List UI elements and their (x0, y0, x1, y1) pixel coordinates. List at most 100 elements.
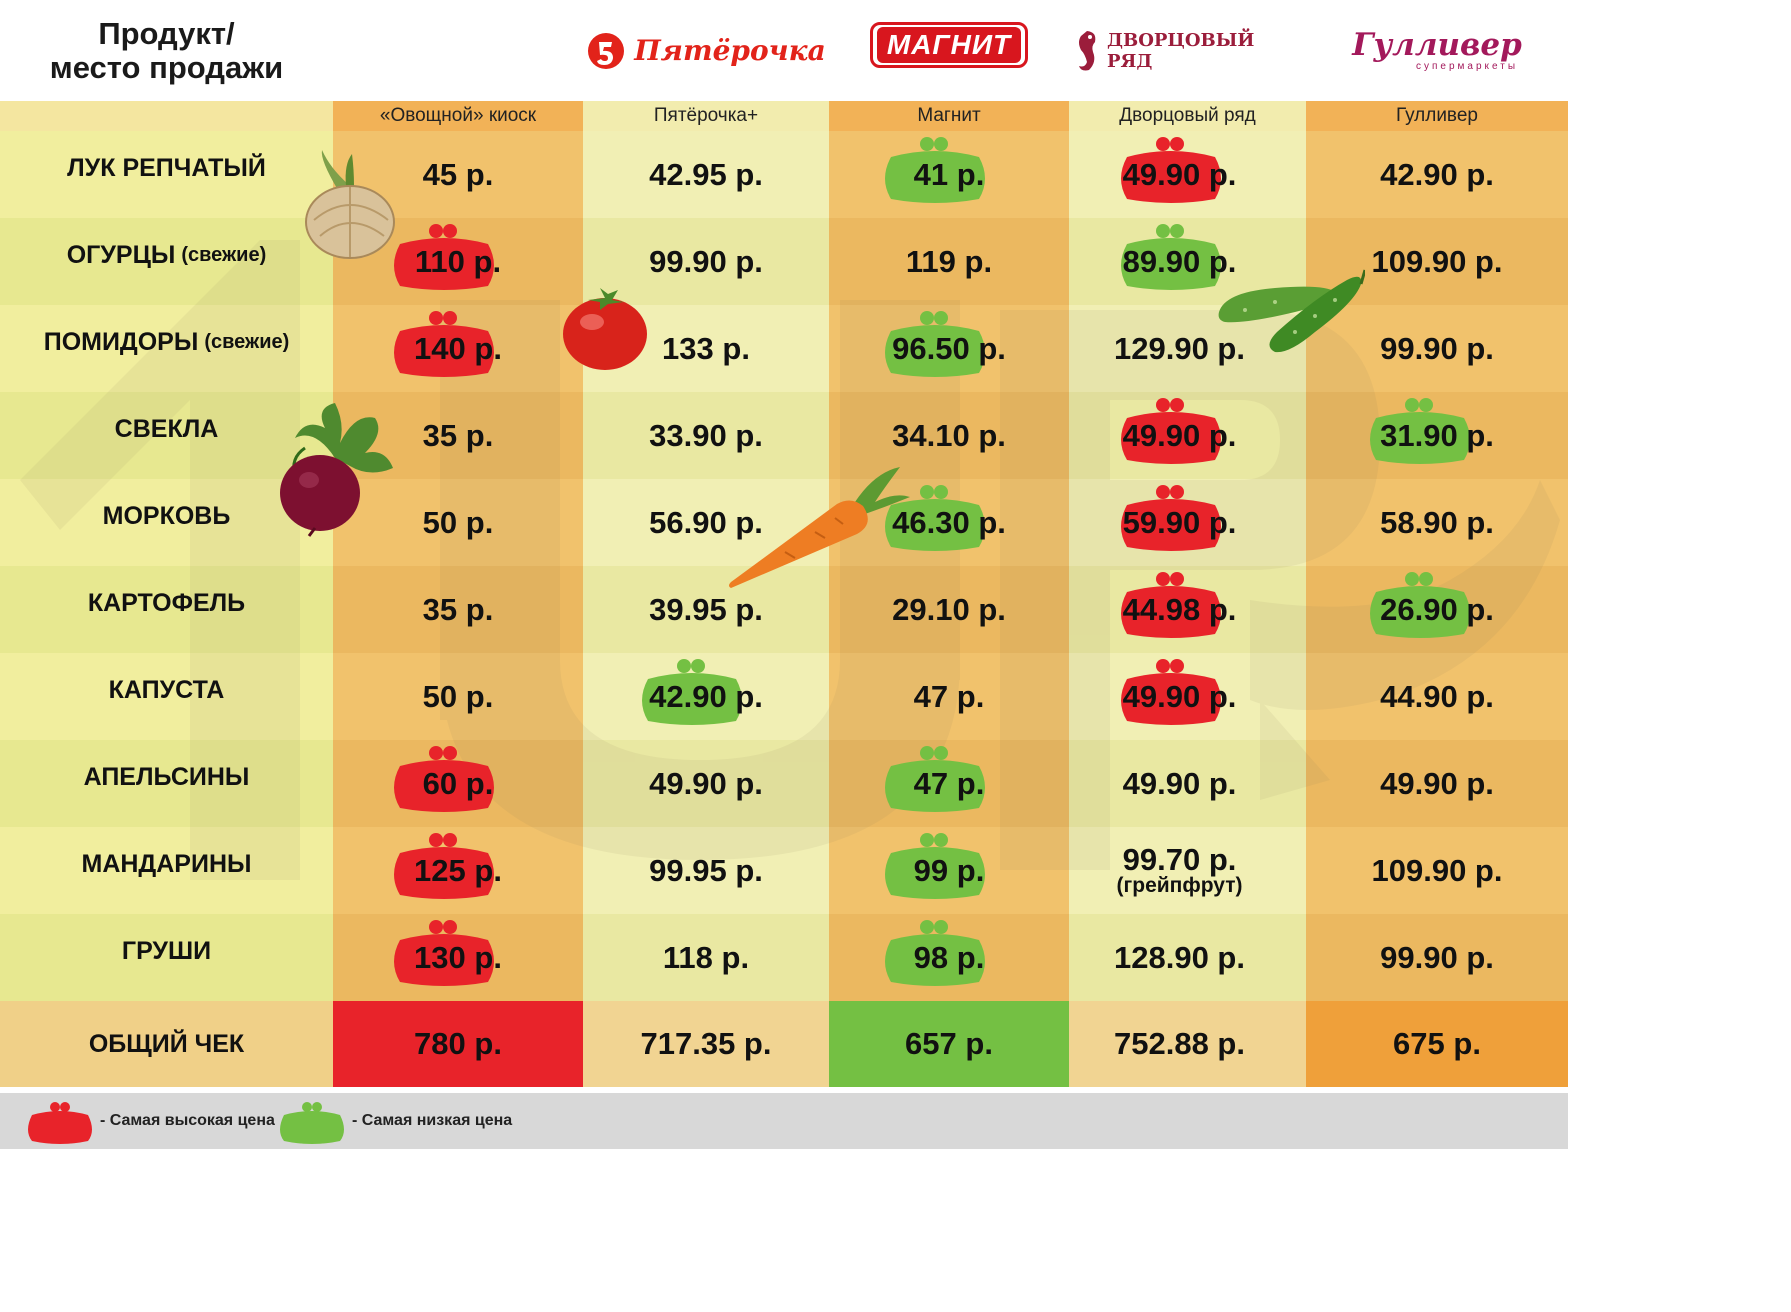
total-price: 657 р. (905, 1026, 993, 1061)
store-header-1: Пятёрочка+ (583, 101, 829, 131)
product-name: КАРТОФЕЛЬ (87, 589, 246, 617)
total-label: ОБЩИЙ ЧЕК (88, 1029, 245, 1058)
purse-high-icon (394, 833, 494, 899)
purse-low-icon (885, 485, 985, 551)
price-value: 110 р. (414, 243, 502, 279)
price-cell: 96.50 р. (829, 305, 1069, 392)
price-value: 60 р. (422, 765, 494, 801)
price-cell: 140 р. (333, 305, 583, 392)
price-value: 118 р. (662, 939, 750, 975)
row-label-bg (0, 479, 333, 566)
price-value: 47 р. (913, 765, 985, 801)
purse-low-icon (885, 137, 985, 203)
purse-icon-high (28, 1102, 92, 1144)
price-cell: 89.90 р. (1069, 218, 1290, 305)
logo-magnit: МАГНИТ (829, 0, 1069, 95)
cell-bg (1306, 305, 1568, 392)
purse-icon-low (280, 1102, 344, 1144)
price-value: 49.90 р. (649, 765, 763, 801)
gulliver-logo-text: Гулливер (1352, 27, 1522, 63)
product-name: АПЕЛЬСИНЫ (83, 763, 250, 791)
cell-bg (333, 479, 583, 566)
price-value: 49.90 р. (1122, 417, 1237, 453)
legend-high-label: - Самая высокая цена (100, 1112, 275, 1129)
cell-bg (583, 131, 829, 218)
purse-low-icon (885, 920, 985, 986)
purse-high-icon (1121, 572, 1221, 638)
row-label-bg (0, 305, 333, 392)
product-label: КАРТОФЕЛЬ (0, 566, 333, 641)
price-value: 42.95 р. (649, 156, 763, 192)
cell-bg (583, 566, 829, 653)
cell-bg (333, 566, 583, 653)
price-cell: 46.30 р. (829, 479, 1069, 566)
price-value: 109.90 р. (1371, 852, 1503, 888)
purse-high-icon (394, 920, 494, 986)
product-label: КАПУСТА (0, 653, 333, 728)
price-value: 109.90 р. (1371, 243, 1503, 279)
price-cell: 99.95 р. (583, 827, 829, 914)
pyaterochka-logo-icon (588, 32, 625, 69)
cell-bg (583, 392, 829, 479)
row-label-bg (0, 740, 333, 827)
price-value: 35 р. (422, 591, 494, 627)
price-cell: 47 р. (829, 653, 1069, 740)
cell-bg (1306, 479, 1568, 566)
price-cell: 33.90 р. (583, 392, 829, 479)
price-value: 59.90 р. (1122, 504, 1237, 540)
product-label: МАНДАРИНЫ (0, 827, 333, 902)
product-label: МОРКОВЬ (0, 479, 333, 554)
purse-high-icon (1121, 137, 1221, 203)
purse-low-icon (1121, 224, 1221, 290)
cell-bg (829, 392, 1069, 479)
price-cell: 50 р. (333, 653, 583, 740)
price-value: 46.30 р. (892, 504, 1006, 540)
cell-bg (829, 566, 1069, 653)
price-value: 56.90 р. (649, 504, 763, 540)
cell-bg (1069, 914, 1306, 1001)
price-cell: 49.90 р. (1069, 740, 1290, 827)
price-value: 44.90 р. (1380, 678, 1494, 714)
price-note: (грейпфрут) (1116, 873, 1243, 897)
beet-icon (280, 403, 393, 537)
row-label-bg (0, 218, 333, 305)
price-value: 99.90 р. (1380, 330, 1494, 366)
cell-bg (1306, 914, 1568, 1001)
row-label-bg (0, 131, 333, 218)
price-cell: 110 р. (333, 218, 583, 305)
total-cell-bg (333, 1001, 583, 1087)
product-name: ЛУК РЕПЧАТЫЙ (67, 154, 266, 182)
price-cell: 49.90 р. (1069, 131, 1290, 218)
legend-low-label: - Самая низкая цена (352, 1112, 513, 1129)
price-cell: 34.10 р. (829, 392, 1069, 479)
price-cell: 39.95 р. (583, 566, 829, 653)
price-value: 29.10 р. (892, 591, 1006, 627)
cell-bg (1069, 827, 1306, 914)
total-price: 780 р. (414, 1026, 502, 1061)
price-cell: 109.90 р. (1306, 218, 1568, 305)
price-value: 96.50 р. (892, 330, 1006, 366)
store-header-4: Гулливер (1306, 101, 1568, 131)
purse-high-icon (1121, 485, 1221, 551)
onion-icon (305, 150, 395, 259)
tomato-icon (563, 288, 647, 370)
purse-low-icon (885, 746, 985, 812)
price-cell: 45 р. (333, 131, 583, 218)
price-cell: 42.90 р. (1306, 131, 1568, 218)
price-cell: 26.90 р. (1306, 566, 1568, 653)
title-line-1: Продукт/ (98, 15, 235, 51)
product-label: СВЕКЛА (0, 392, 333, 467)
logo-dvortsovy-ryad: ДВОРЦОВЫЙ РЯД (1069, 0, 1306, 101)
product-name: МОРКОВЬ (102, 502, 231, 530)
row-label-bg (0, 827, 333, 914)
product-name: ГРУШИ (121, 937, 212, 965)
price-cell: 42.90 р. (583, 653, 829, 740)
purse-low-icon (642, 659, 742, 725)
purse-high-icon (394, 224, 494, 290)
store-header-3: Дворцовый ряд (1069, 101, 1306, 131)
price-cell: 49.90 р. (1069, 392, 1290, 479)
price-value: 119 р. (905, 243, 993, 279)
legend: - Самая высокая цена - Самая низкая цена (0, 1093, 1568, 1149)
purse-low-icon (885, 311, 985, 377)
purse-low-icon (1370, 398, 1470, 464)
